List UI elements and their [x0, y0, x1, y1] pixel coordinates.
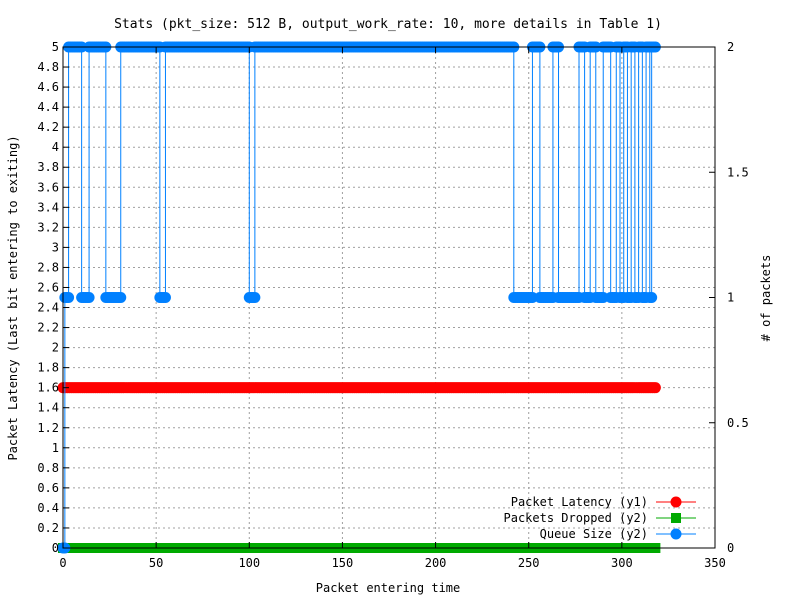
y2-tick-label: 2 — [727, 40, 734, 54]
data-point — [83, 292, 95, 303]
legend-marker — [670, 496, 682, 508]
data-point — [63, 292, 75, 303]
x-tick-label: 150 — [332, 556, 354, 570]
y-tick-label: 1.4 — [37, 401, 59, 415]
x-tick-label: 100 — [238, 556, 260, 570]
y-tick-label: 2 — [52, 341, 59, 355]
legend-label: Packets Dropped (y2) — [504, 511, 649, 525]
x-tick-label: 0 — [59, 556, 66, 570]
data-point — [649, 382, 661, 394]
y-tick-label: 0.4 — [37, 501, 59, 515]
y-tick-label: 0.6 — [37, 481, 59, 495]
legend-marker — [670, 528, 682, 540]
y-tick-label: 1.8 — [37, 361, 59, 375]
y-tick-label: 0 — [52, 541, 59, 555]
y-tick-label: 3 — [52, 240, 59, 254]
y-tick-label: 4 — [52, 140, 59, 154]
legend-label: Queue Size (y2) — [540, 527, 648, 541]
y-axis-label: Packet Latency (Last bit entering to exi… — [6, 135, 20, 460]
data-point — [115, 292, 127, 303]
y-tick-label: 4.4 — [37, 100, 59, 114]
y-tick-label: 2.6 — [37, 280, 59, 294]
data-point — [646, 292, 658, 303]
ticks: 0 50 100 150 200 250 300 35000.20.40.60.811.21.… — [37, 40, 748, 570]
data-point — [249, 292, 261, 303]
y-tick-label: 4.8 — [37, 60, 59, 74]
y-tick-label: 3.6 — [37, 180, 59, 194]
x-tick-label: 350 — [704, 556, 726, 570]
y-tick-label: 2.2 — [37, 321, 59, 335]
x-tick-label: 50 — [149, 556, 163, 570]
y2-tick-label: 1 — [727, 291, 734, 305]
y-tick-label: 3.4 — [37, 200, 59, 214]
y-tick-label: 1.6 — [37, 381, 59, 395]
x-tick-label: 250 — [518, 556, 540, 570]
data-point — [159, 292, 171, 303]
y2-tick-label: 0.5 — [727, 416, 749, 430]
x-axis-label: Packet entering time — [316, 581, 461, 595]
legend: Packet Latency (y1) Packets Dropped (y2) Q… — [504, 495, 696, 541]
x-tick-label: 300 — [611, 556, 633, 570]
y-tick-label: 5 — [52, 40, 59, 54]
y-tick-label: 4.2 — [37, 120, 59, 134]
y2-tick-label: 0 — [727, 541, 734, 555]
chart-title: Stats (pkt_size: 512 B, output_work_rate… — [114, 17, 662, 32]
y-tick-label: 3.8 — [37, 160, 59, 174]
y-tick-label: 2.4 — [37, 301, 59, 315]
legend-marker — [671, 513, 681, 523]
legend-label: Packet Latency (y1) — [511, 495, 648, 509]
y-tick-label: 0.8 — [37, 461, 59, 475]
x-tick-label: 200 — [425, 556, 447, 570]
y-tick-label: 2.8 — [37, 260, 59, 274]
series-2 — [57, 41, 661, 554]
y-tick-label: 3.2 — [37, 220, 59, 234]
y-tick-label: 1.2 — [37, 421, 59, 435]
y-tick-label: 4.6 — [37, 80, 59, 94]
series-0 — [57, 382, 661, 394]
y-tick-label: 0.2 — [37, 521, 59, 535]
y2-tick-label: 1.5 — [727, 165, 749, 179]
y-tick-label: 1 — [52, 441, 59, 455]
y2-axis-label: # of packets — [759, 255, 773, 342]
series-layer — [57, 41, 661, 554]
